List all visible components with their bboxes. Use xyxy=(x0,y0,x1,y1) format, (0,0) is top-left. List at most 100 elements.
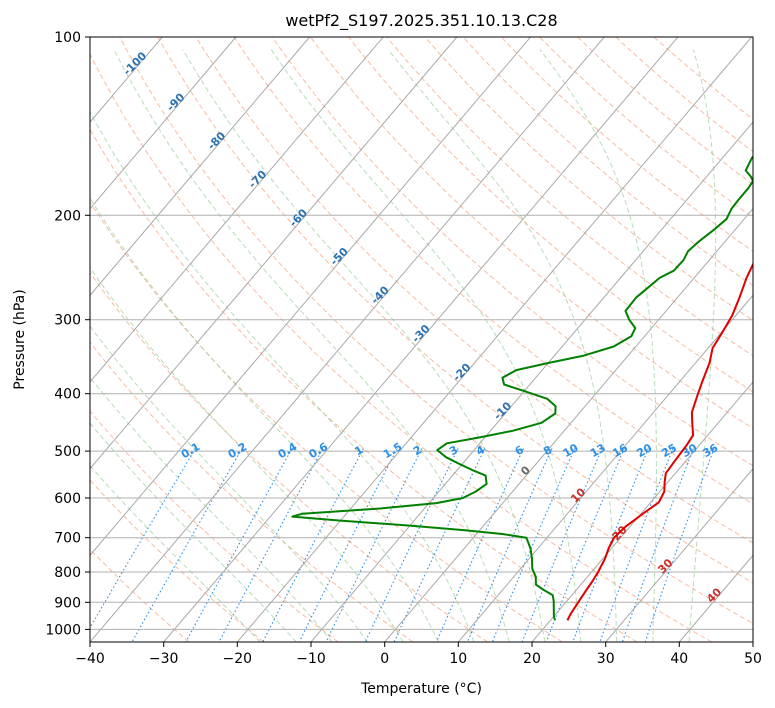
isotherm-line xyxy=(236,37,752,642)
mixing-ratio-label: 0.4 xyxy=(276,440,300,461)
mixing-ratio-line xyxy=(644,448,715,642)
dry-adiabat-label: -50 xyxy=(328,245,351,268)
mixing-ratio-label: 0.2 xyxy=(226,440,249,461)
mixing-ratio-label: 0.1 xyxy=(179,440,202,461)
moist-adiabat-line xyxy=(90,376,333,642)
x-tick-label: −30 xyxy=(149,651,179,667)
profile-lines xyxy=(291,155,753,621)
mixing-ratio-line xyxy=(435,448,524,642)
x-tick-label: −10 xyxy=(296,651,326,667)
mixing-ratio-line xyxy=(262,448,364,642)
mixing-ratio-label: 25 xyxy=(659,441,679,460)
isotherm-line xyxy=(90,37,605,642)
moist-adiabat-line xyxy=(90,422,297,642)
dry-adiabat-line xyxy=(157,37,753,584)
mixing-ratio-line xyxy=(131,448,243,642)
mixing-ratio-line xyxy=(218,448,324,642)
temperature-profile xyxy=(566,261,753,621)
mixing-ratio-line xyxy=(90,448,196,629)
x-tick-label: 20 xyxy=(523,651,541,667)
axes: −40 −30 −20 −10 0 10 20 30 40 5010020030040050060… xyxy=(45,30,762,667)
mixing-ratio-line xyxy=(491,448,576,642)
mixing-ratio-line xyxy=(364,448,459,642)
y-tick-label: 200 xyxy=(54,208,81,224)
isotherm-line xyxy=(605,467,753,642)
dry-adiabat-line xyxy=(233,37,753,505)
isotherm-line xyxy=(90,37,384,383)
moist-adiabat-line xyxy=(688,49,717,642)
dry-adiabat-line xyxy=(653,37,753,120)
dry-adiabat-line xyxy=(90,410,339,642)
dry-adiabat-label: -30 xyxy=(409,322,432,345)
dry-adiabat-line xyxy=(577,37,753,185)
isotherm-line xyxy=(90,37,237,210)
dry-adiabat-label: -90 xyxy=(164,90,187,113)
dry-adiabat-label: -40 xyxy=(369,283,392,306)
background-lines xyxy=(90,37,753,642)
dry-adiabat-line xyxy=(539,37,753,219)
y-tick-label: 900 xyxy=(54,595,81,611)
isotherm-line xyxy=(531,381,753,642)
mixing-ratio-label: 1.5 xyxy=(381,440,404,461)
isotherm-line xyxy=(90,37,531,557)
x-tick-label: −20 xyxy=(223,651,253,667)
dry-adiabat-label: -100 xyxy=(121,49,150,78)
dry-adiabat-line xyxy=(90,341,414,642)
moist-adiabat-line xyxy=(90,464,261,642)
y-tick-label: 600 xyxy=(54,491,81,507)
dry-adiabat-label: -80 xyxy=(205,129,228,152)
mixing-ratio-line xyxy=(393,448,486,642)
dry-adiabat-line xyxy=(424,37,753,321)
x-tick-label: 0 xyxy=(380,651,389,667)
moist-adiabat-line xyxy=(113,49,510,642)
moist-adiabat-line xyxy=(90,266,404,642)
mixing-ratio-label: 6 xyxy=(513,443,526,458)
isotherm-line xyxy=(90,37,310,297)
isotherm-line xyxy=(678,554,753,642)
x-tick-label: −40 xyxy=(75,651,105,667)
isotherm-line xyxy=(752,641,753,642)
dewpoint-profile xyxy=(291,155,753,621)
mixing-ratio-line xyxy=(298,448,398,642)
dry-adiabat-line xyxy=(90,128,638,642)
x-tick-label: 50 xyxy=(744,651,762,667)
y-tick-label: 800 xyxy=(54,565,81,581)
dry-adiabat-line xyxy=(90,201,563,642)
dry-adiabat-label: -60 xyxy=(287,206,310,229)
isotherm-line xyxy=(163,37,679,642)
chart-title: wetPf2_S197.2025.351.10.13.C28 xyxy=(285,11,557,31)
y-tick-label: 1000 xyxy=(45,622,81,638)
dry-adiabat-line xyxy=(90,53,712,642)
mixing-ratio-line xyxy=(621,448,694,642)
mixing-ratio-label: 20 xyxy=(635,441,655,460)
dry-adiabat-line xyxy=(90,548,190,642)
dry-adiabat-line xyxy=(386,37,753,357)
x-tick-label: 40 xyxy=(670,651,688,667)
x-tick-label: 10 xyxy=(449,651,467,667)
x-tick-label: 30 xyxy=(597,651,615,667)
mixing-ratio-line xyxy=(325,448,423,642)
mixing-ratio-line xyxy=(521,448,603,642)
moist-adiabat-line xyxy=(90,197,439,642)
y-tick-label: 500 xyxy=(54,444,81,460)
dry-adiabat-line xyxy=(615,37,753,153)
mixing-ratio-label: 0.6 xyxy=(307,440,331,461)
isotherm-line xyxy=(384,207,753,642)
x-axis-label: Temperature (°C) xyxy=(360,681,482,697)
moist-adiabat-line xyxy=(90,110,475,642)
dry-adiabat-line xyxy=(119,37,753,625)
moist-adiabat-line xyxy=(270,49,582,642)
isotherm-line xyxy=(310,121,753,642)
mixing-ratio-line xyxy=(466,448,553,642)
dry-adiabat-line xyxy=(195,37,753,544)
plot-frame xyxy=(89,36,754,643)
y-tick-label: 700 xyxy=(54,531,81,547)
isotherm-line xyxy=(457,294,753,642)
dry-adiabat-label: -70 xyxy=(246,168,269,191)
y-tick-label: 400 xyxy=(54,387,81,403)
dry-adiabat-label: 30 xyxy=(655,556,675,576)
y-tick-label: 300 xyxy=(54,313,81,329)
isotherm-line xyxy=(90,37,458,470)
dry-adiabat-line xyxy=(462,37,753,287)
